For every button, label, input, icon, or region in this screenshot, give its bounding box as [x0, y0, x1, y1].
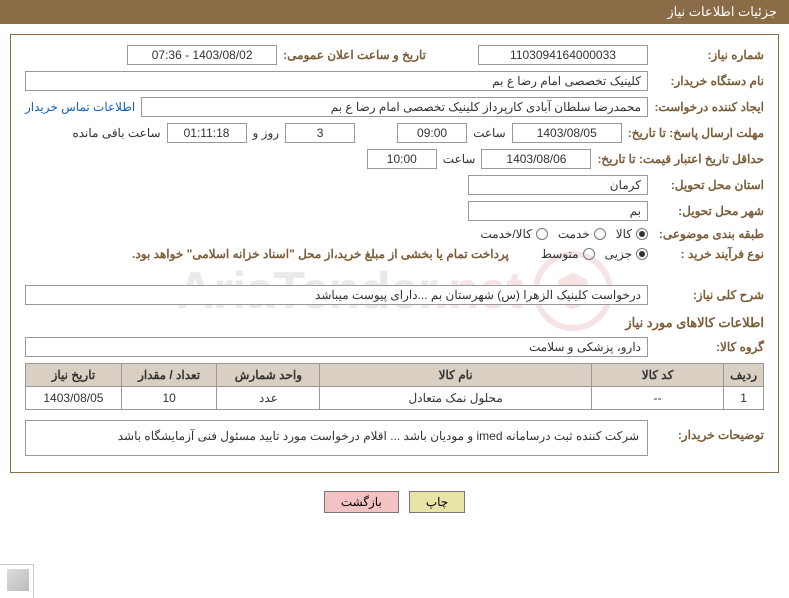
link-buyer-contact[interactable]: اطلاعات تماس خریدار	[25, 100, 135, 114]
panel-header: جزئیات اطلاعات نیاز	[0, 0, 789, 24]
value-days-remaining: 3	[285, 123, 355, 143]
row-delivery-province: استان محل تحویل: کرمان	[25, 175, 764, 195]
print-button[interactable]: چاپ	[409, 491, 465, 513]
row-need-desc: شرح کلی نیاز: درخواست کلینیک الزهرا (س) …	[25, 285, 764, 305]
main-panel: شماره نیاز: 1103094164000033 تاریخ و ساع…	[10, 34, 779, 473]
label-need-desc: شرح کلی نیاز:	[654, 288, 764, 302]
label-days-unit: روز و	[253, 126, 280, 140]
value-delivery-province: کرمان	[468, 175, 648, 195]
label-subject-class: طبقه بندی موضوعی:	[654, 227, 764, 241]
footer-buttons: چاپ بازگشت	[0, 483, 789, 525]
table-cell: 10	[121, 387, 217, 410]
value-need-number: 1103094164000033	[478, 45, 648, 65]
label-purchase-type: نوع فرآیند خرید :	[654, 247, 764, 261]
table-header-cell: کد کالا	[591, 364, 723, 387]
value-response-date: 1403/08/05	[512, 123, 622, 143]
table-header-cell: تعداد / مقدار	[121, 364, 217, 387]
value-response-time: 09:00	[397, 123, 467, 143]
purchase-option-1[interactable]: متوسط	[541, 247, 595, 261]
table-cell: محلول نمک متعادل	[320, 387, 592, 410]
value-announce-datetime: 1403/08/02 - 07:36	[127, 45, 277, 65]
radio-dot-icon	[594, 228, 606, 240]
table-header-cell: ردیف	[724, 364, 764, 387]
subject-option-2[interactable]: کالا/خدمت	[480, 227, 547, 241]
table-header-row: ردیفکد کالانام کالاواحد شمارشتعداد / مقد…	[26, 364, 764, 387]
radio-label: جزیی	[605, 247, 632, 261]
row-need-number: شماره نیاز: 1103094164000033 تاریخ و ساع…	[25, 45, 764, 65]
value-price-date: 1403/08/06	[481, 149, 591, 169]
panel-title: جزئیات اطلاعات نیاز	[667, 4, 777, 19]
subject-option-0[interactable]: کالا	[616, 227, 648, 241]
value-buyer-notes: شرکت کننده ثبت درسامانه imed و مودیان با…	[25, 420, 648, 456]
value-requester: محمدرضا سلطان آبادی کارپرداز کلینیک تخصص…	[141, 97, 648, 117]
table-header-cell: واحد شمارش	[217, 364, 320, 387]
row-subject-class: طبقه بندی موضوعی: کالا خدمت کالا/خدمت	[25, 227, 764, 241]
label-goods-group: گروه کالا:	[654, 340, 764, 354]
section-goods-info: اطلاعات کالاهای مورد نیاز	[25, 315, 764, 331]
label-time-1: ساعت	[473, 126, 506, 140]
label-remain: ساعت باقی مانده	[72, 126, 160, 140]
label-requester: ایجاد کننده درخواست:	[654, 100, 764, 114]
purchase-option-0[interactable]: جزیی	[605, 247, 648, 261]
table-header-cell: تاریخ نیاز	[26, 364, 122, 387]
table-row: 1--محلول نمک متعادلعدد101403/08/05	[26, 387, 764, 410]
row-response-deadline: مهلت ارسال پاسخ: تا تاریخ: 1403/08/05 سا…	[25, 123, 764, 143]
goods-table: ردیفکد کالانام کالاواحد شمارشتعداد / مقد…	[25, 363, 764, 410]
purchase-note: پرداخت تمام یا بخشی از مبلغ خرید،از محل …	[132, 247, 509, 261]
radio-dot-icon	[536, 228, 548, 240]
label-announce-datetime: تاریخ و ساعت اعلان عمومی:	[283, 48, 426, 62]
radio-label: خدمت	[558, 227, 590, 241]
row-delivery-city: شهر محل تحویل: بم	[25, 201, 764, 221]
label-time-2: ساعت	[443, 152, 476, 166]
row-purchase-type: نوع فرآیند خرید : جزیی متوسط پرداخت تمام …	[25, 247, 764, 261]
value-goods-group: دارو، پزشکی و سلامت	[25, 337, 648, 357]
value-countdown: 01:11:18	[167, 123, 247, 143]
radio-dot-icon	[636, 228, 648, 240]
table-cell: 1	[724, 387, 764, 410]
table-cell: 1403/08/05	[26, 387, 122, 410]
radio-group-subject: کالا خدمت کالا/خدمت	[480, 227, 648, 241]
label-delivery-province: استان محل تحویل:	[654, 178, 764, 192]
table-header-cell: نام کالا	[320, 364, 592, 387]
row-requester: ایجاد کننده درخواست: محمدرضا سلطان آبادی…	[25, 97, 764, 117]
label-buyer-org: نام دستگاه خریدار:	[654, 74, 764, 88]
radio-label: کالا	[616, 227, 632, 241]
row-buyer-notes: توضیحات خریدار: شرکت کننده ثبت درسامانه …	[25, 420, 764, 456]
label-price-validity: حداقل تاریخ اعتبار قیمت: تا تاریخ:	[597, 152, 764, 166]
value-buyer-org: کلینیک تخصصی امام رضا ع بم	[25, 71, 648, 91]
back-button[interactable]: بازگشت	[324, 491, 399, 513]
radio-dot-icon	[636, 248, 648, 260]
value-price-time: 10:00	[367, 149, 437, 169]
subject-option-1[interactable]: خدمت	[558, 227, 606, 241]
radio-dot-icon	[583, 248, 595, 260]
radio-label: متوسط	[541, 247, 579, 261]
label-delivery-city: شهر محل تحویل:	[654, 204, 764, 218]
row-price-validity: حداقل تاریخ اعتبار قیمت: تا تاریخ: 1403/…	[25, 149, 764, 169]
radio-group-purchase: جزیی متوسط	[541, 247, 648, 261]
value-need-desc: درخواست کلینیک الزهرا (س) شهرستان بم ...…	[25, 285, 648, 305]
table-cell: --	[591, 387, 723, 410]
value-delivery-city: بم	[468, 201, 648, 221]
row-goods-group: گروه کالا: دارو، پزشکی و سلامت	[25, 337, 764, 357]
label-need-number: شماره نیاز:	[654, 48, 764, 62]
table-cell: عدد	[217, 387, 320, 410]
label-response-deadline: مهلت ارسال پاسخ: تا تاریخ:	[628, 126, 764, 140]
radio-label: کالا/خدمت	[480, 227, 531, 241]
row-buyer-org: نام دستگاه خریدار: کلینیک تخصصی امام رضا…	[25, 71, 764, 91]
page-curl-icon	[0, 564, 34, 598]
label-buyer-notes: توضیحات خریدار:	[654, 420, 764, 442]
